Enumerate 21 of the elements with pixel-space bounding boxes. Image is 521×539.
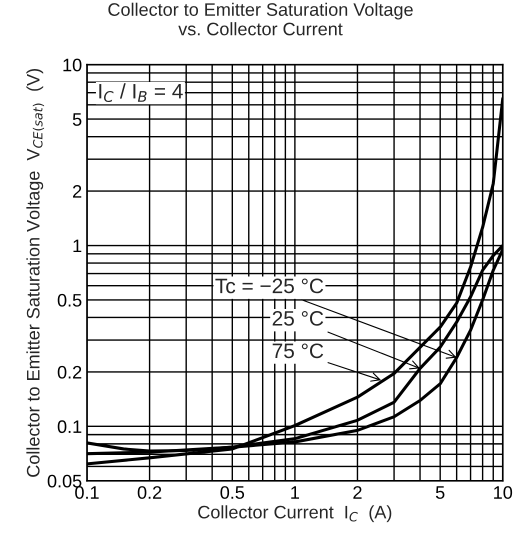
x-tick-label: 1 [291, 486, 300, 499]
x-tick-label: 0.2 [138, 486, 162, 499]
y-tick-label: 0.1 [58, 420, 82, 434]
y-tick-label: 10 [63, 58, 82, 72]
y-tick-label: 0.05 [48, 474, 82, 488]
y-tick-label: 2 [73, 185, 82, 198]
annotation: Tc = −25 °C [215, 278, 324, 294]
annotation: 25 °C [272, 311, 324, 326]
y-tick-label: 5 [72, 113, 82, 126]
x-tick-label: 10 [494, 486, 512, 499]
x-tick-label: 2 [353, 486, 362, 499]
y-tick-label: 0.2 [58, 366, 82, 379]
y-tick-label: 1 [73, 240, 82, 252]
x-tick-label: 5 [436, 486, 444, 499]
y-tick-label: 0.5 [58, 294, 82, 307]
annotation: 75 °C [272, 343, 324, 358]
x-tick-label: 0.5 [220, 486, 244, 499]
chart-title: Collector to Emitter Saturation Voltage vs. Collector Current [108, 2, 413, 36]
annotation: I$_{C}$ / I$_{B}$ = 4 [99, 83, 183, 102]
y-axis-title: Collector to Emitter Saturation Voltage V$_{CE(sat)}$ (V) [26, 68, 44, 477]
x-axis-title: Collector Current I$_{C}$ (A) [198, 505, 392, 522]
